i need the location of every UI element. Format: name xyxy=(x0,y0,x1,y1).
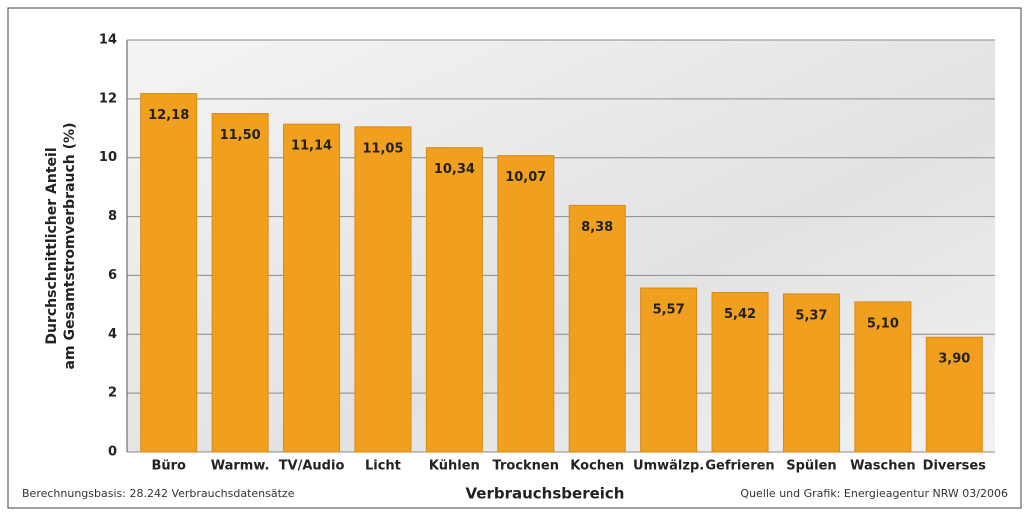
y-axis-label-line: am Gesamtstromverbrauch (%) xyxy=(62,123,78,370)
bar xyxy=(354,126,412,453)
y-tick-label: 8 xyxy=(108,209,117,224)
value-label: 5,37 xyxy=(795,308,827,323)
y-tick-label: 4 xyxy=(108,327,117,342)
bar xyxy=(925,336,983,453)
bar xyxy=(782,293,840,453)
x-tick-label: Diverses xyxy=(923,459,987,474)
value-label: 11,05 xyxy=(362,141,403,156)
bar xyxy=(140,93,198,453)
x-tick-label: Spülen xyxy=(786,459,836,474)
x-tick-label: Kühlen xyxy=(429,459,480,474)
bar xyxy=(711,291,769,453)
value-label: 11,14 xyxy=(291,139,332,154)
x-tick-label: Kochen xyxy=(570,459,624,474)
x-tick-label: Licht xyxy=(365,459,401,474)
bar xyxy=(640,287,698,453)
x-tick-label: TV/Audio xyxy=(279,459,345,474)
y-tick-label: 14 xyxy=(99,33,117,48)
value-label: 11,50 xyxy=(220,128,261,143)
x-tick-label: Waschen xyxy=(850,459,915,474)
x-tick-label: Gefrieren xyxy=(705,459,774,474)
value-label: 8,38 xyxy=(581,220,613,235)
note-right: Quelle und Grafik: Energieagentur NRW 03… xyxy=(740,487,1008,500)
x-tick-label: Warmw. xyxy=(211,459,270,474)
y-tick-label: 0 xyxy=(108,445,117,460)
x-tick-label: Trocknen xyxy=(493,459,559,474)
value-label: 10,34 xyxy=(434,162,475,177)
x-axis-label: Verbrauchsbereich xyxy=(466,485,625,503)
value-label: 12,18 xyxy=(148,108,189,123)
plot-background xyxy=(127,40,995,452)
value-label: 5,57 xyxy=(653,303,685,318)
bar xyxy=(854,301,912,453)
x-tick-label: Büro xyxy=(151,459,186,474)
bar xyxy=(211,113,269,453)
x-tick-label: Umwälzp. xyxy=(633,459,704,474)
value-label: 10,07 xyxy=(505,170,546,185)
value-label: 5,10 xyxy=(867,316,899,331)
y-tick-label: 12 xyxy=(99,91,117,106)
y-axis-label: Durchschnittlicher Anteil am Gesamtstrom… xyxy=(44,123,78,370)
value-label: 5,42 xyxy=(724,307,756,322)
y-tick-label: 2 xyxy=(108,386,117,401)
bar xyxy=(283,123,341,453)
y-tick-label: 10 xyxy=(99,150,117,165)
note-left: Berechnungsbasis: 28.242 Verbrauchsdaten… xyxy=(22,487,295,500)
y-axis-label-line: Durchschnittlicher Anteil xyxy=(44,147,60,344)
value-label: 3,90 xyxy=(938,352,970,367)
bar xyxy=(425,147,483,453)
bar xyxy=(568,204,626,453)
y-tick-label: 6 xyxy=(108,268,117,283)
bar xyxy=(497,155,555,453)
